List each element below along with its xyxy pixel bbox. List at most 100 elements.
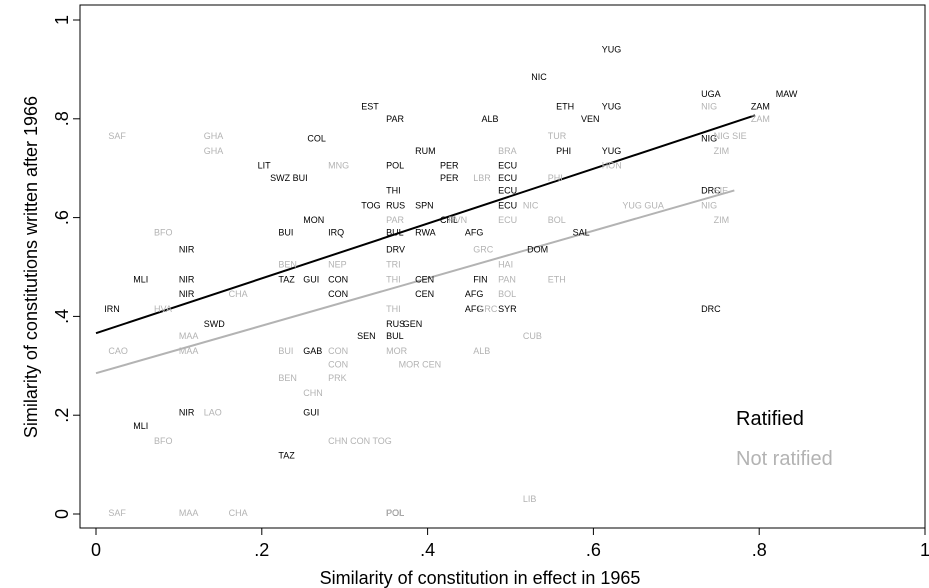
point-ratified: MLI — [133, 421, 148, 431]
point-not-ratified: BFO — [154, 436, 173, 446]
point-not-ratified: PRK — [328, 373, 347, 383]
point-ratified: SWD — [204, 319, 225, 329]
point-ratified: SEN — [357, 331, 376, 341]
point-ratified: RUS — [386, 200, 405, 210]
point-ratified: CEN — [415, 289, 434, 299]
x-tick-label: .4 — [420, 540, 435, 560]
point-not-ratified: HON — [602, 161, 622, 171]
point-not-ratified: THI — [386, 304, 401, 314]
point-not-ratified: SAF — [108, 131, 126, 141]
point-not-ratified: BOL — [498, 289, 516, 299]
point-not-ratified: MAA — [179, 331, 199, 341]
point-ratified: YUG — [602, 45, 622, 55]
point-ratified: BUI — [278, 227, 293, 237]
point-not-ratified: PAR — [386, 215, 404, 225]
point-ratified: POL — [386, 508, 404, 518]
point-ratified: UGA — [701, 89, 721, 99]
legend-label-ratified: Ratified — [736, 408, 804, 430]
legend-label-not-ratified: Not ratified — [736, 448, 833, 470]
point-ratified: VEN — [581, 114, 600, 124]
point-ratified: NIR — [179, 289, 195, 299]
point-not-ratified: BRA — [498, 146, 517, 156]
point-not-ratified: LBR — [473, 173, 491, 183]
point-not-ratified: MAA — [179, 508, 199, 518]
fit-lines — [95, 114, 756, 375]
point-ratified: SAL — [573, 227, 590, 237]
point-not-ratified: CHA — [229, 508, 248, 518]
point-ratified: SPN — [415, 200, 434, 210]
point-ratified: THI — [386, 185, 401, 195]
point-not-ratified: MAA — [179, 346, 199, 356]
point-ratified: DRC — [701, 304, 721, 314]
point-not-ratified: SIE — [714, 185, 729, 195]
point-not-ratified: CHN — [303, 388, 323, 398]
legend: Ratified Not ratified — [736, 408, 833, 470]
x-tick-label: .8 — [752, 540, 767, 560]
point-not-ratified: MNG — [328, 161, 349, 171]
point-not-ratified: ZIM — [714, 215, 730, 225]
point-ratified: ETH — [556, 101, 574, 111]
point-not-ratified: ETH — [548, 274, 566, 284]
x-tick-label: .6 — [586, 540, 601, 560]
point-not-ratified: BUI — [278, 346, 293, 356]
y-tick-label: .4 — [52, 309, 72, 324]
point-not-ratified: BOL — [548, 215, 566, 225]
point-not-ratified: YUG GUA — [622, 200, 664, 210]
x-tick-label: .2 — [254, 540, 269, 560]
point-ratified: GUI — [303, 274, 319, 284]
point-ratified: ECU — [498, 185, 517, 195]
point-not-ratified: BEN — [278, 260, 297, 270]
point-not-ratified: SAF — [108, 508, 126, 518]
point-not-ratified: CON — [328, 346, 348, 356]
point-ratified: PER — [440, 161, 459, 171]
point-ratified: GAB — [303, 346, 322, 356]
point-ratified: AFG — [465, 304, 484, 314]
point-not-ratified: PAN — [498, 274, 516, 284]
point-not-ratified: TRI — [386, 260, 401, 270]
point-not-ratified: LAO — [204, 408, 222, 418]
y-tick-label: .2 — [52, 408, 72, 423]
point-ratified: RWA — [415, 227, 436, 237]
point-ratified: DRV — [386, 245, 405, 255]
point-ratified: MON — [303, 215, 324, 225]
point-ratified: IRN — [104, 304, 120, 314]
axis-ticks: 0 .2 .4 .6 .8 1 0 .2 .4 .6 .8 1 — [52, 15, 929, 560]
point-ratified: RUS — [386, 319, 405, 329]
point-not-ratified: RVN — [448, 215, 467, 225]
point-not-ratified: CUB — [523, 331, 542, 341]
point-ratified: MLI — [133, 274, 148, 284]
point-ratified: YUG — [602, 101, 622, 111]
point-not-ratified: PHI — [548, 173, 563, 183]
point-ratified: AFG — [465, 289, 484, 299]
point-ratified: TAZ — [278, 451, 295, 461]
point-ratified: SWZ BUI — [270, 173, 308, 183]
point-ratified: NIR — [179, 274, 195, 284]
x-axis-title: Similarity of constitution in effect in … — [320, 568, 641, 588]
point-ratified: DRC — [701, 185, 721, 195]
point-not-ratified: CAO — [108, 346, 128, 356]
point-not-ratified: MOR CEN — [399, 359, 442, 369]
point-ratified: POL — [386, 161, 404, 171]
point-not-ratified: CHA — [229, 289, 248, 299]
point-not-ratified: HAI — [498, 260, 513, 270]
point-ratified: TAZ — [278, 274, 295, 284]
point-ratified: NIR — [179, 408, 195, 418]
point-ratified: COL — [307, 134, 326, 144]
y-tick-label: .8 — [52, 111, 72, 126]
point-not-ratified: ZIM — [714, 146, 730, 156]
y-tick-label: .6 — [52, 210, 72, 225]
point-not-ratified: NIC — [523, 200, 539, 210]
point-ratified: ECU — [498, 200, 517, 210]
y-tick-label: 0 — [52, 509, 72, 519]
point-ratified: YUG — [602, 146, 622, 156]
x-tick-label: 0 — [91, 540, 101, 560]
point-not-ratified: MOR — [386, 346, 407, 356]
point-ratified: ALB — [481, 114, 498, 124]
point-ratified: AFG — [465, 227, 484, 237]
point-ratified: MAW — [776, 89, 798, 99]
point-ratified: BUL — [386, 227, 404, 237]
y-axis-title: Similarity of constitutions written afte… — [21, 96, 41, 438]
point-ratified: ZAM — [751, 101, 770, 111]
point-not-ratified: BFO — [154, 227, 173, 237]
point-not-ratified: HVA — [154, 304, 172, 314]
